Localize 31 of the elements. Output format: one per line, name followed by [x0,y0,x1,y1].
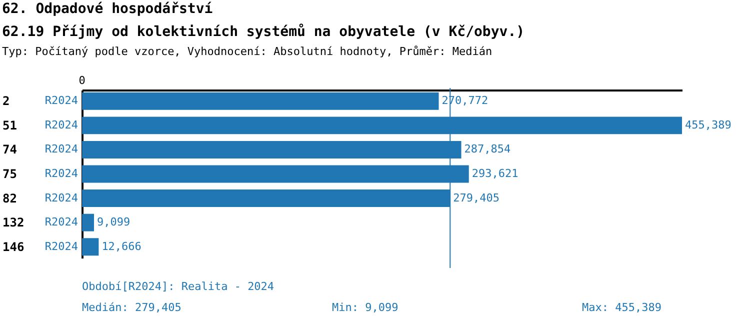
text: Min: 9,099 [332,301,398,314]
data-label: 12,666 [102,240,142,253]
data-label: 287,854 [464,142,511,156]
text: Období[R2024]: Realita - 2024 [82,280,274,293]
y-tick-label: 82 [2,191,17,206]
y-tick-label: 146 [2,240,24,254]
data-label: 293,621 [472,167,518,180]
y-tick-label: 74 [2,142,17,157]
text: Max: 455,389 [582,301,662,314]
data-label: 9,099 [96,216,130,229]
chart-subtitle: 62.19 Příjmy od kolektivních systémů na obyvatele (v Kč/obyv.) [2,23,525,40]
bar [82,92,439,110]
text: 0 [78,74,86,87]
text: R2024 [44,191,78,204]
y-tick-label: 132 [2,216,24,230]
data-label: 455,389 [685,118,732,132]
text: R2024 [44,216,78,229]
data-label: 279,405 [453,191,500,204]
y-tick-label: 2 [2,94,10,108]
bar [82,214,94,232]
text: Medián: 279,405 [82,301,182,314]
text: R2024 [44,142,78,156]
y-tick-label: 75 [2,167,17,181]
text: R2024 [44,240,78,253]
y-tick-label: 51 [2,118,17,132]
text: R2024 [44,167,78,180]
bar [82,238,99,256]
text: R2024 [44,118,78,132]
text: Typ: Počítaný podle vzorce, Vyhodnocení: Absolutní hodnoty, Průměr: Medián [2,45,492,58]
chart-title: 62. Odpadové hospodářství [2,1,213,17]
series-label: R2024 [44,94,78,108]
